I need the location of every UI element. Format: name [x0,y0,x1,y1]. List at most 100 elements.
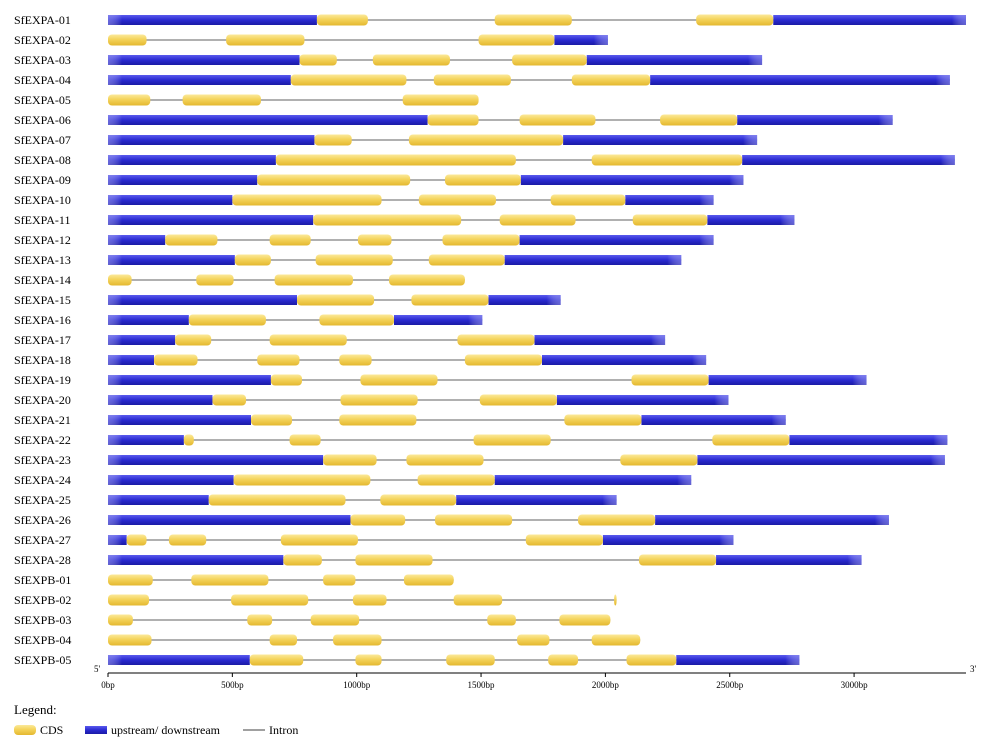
utr-region [108,235,166,245]
cds-exon [280,534,358,546]
cds-exon [512,54,587,66]
cds-exon [257,354,300,366]
utr-region [625,195,714,205]
cds-exon [233,474,371,486]
utr-region [394,315,483,325]
cds-exon [614,594,617,606]
utr-edge-shade [785,655,800,665]
gene-name-label: SfEXPA-20 [14,393,71,407]
gene-name-label: SfEXPA-10 [14,193,71,207]
utr-edge-shade [108,415,122,425]
cds-exon [591,154,743,166]
cds-exon [299,54,337,66]
cds-exon [270,374,302,386]
cds-exon [108,614,133,626]
cds-exon [571,74,651,86]
cds-exon [352,594,387,606]
utr-region [108,355,155,365]
gene-name-label: SfEXPA-16 [14,313,71,327]
utr-edge-shade [108,155,122,165]
utr-edge-shade [743,135,758,145]
gene-row: SfEXPA-27 [14,533,734,547]
gene-rows: SfEXPA-01 SfEXPA-02 SfEXPA-03 SfEXPA-04 SfEX… [14,13,966,667]
legend-item-cds: CDS [14,723,63,737]
cds-exon [251,414,293,426]
gene-name-label: SfEXPA-27 [14,533,71,547]
utr-region [108,435,184,445]
cds-exon [313,214,462,226]
gene-row: SfEXPB-01 [14,573,454,587]
cds-exon [453,594,503,606]
cds-exon [712,434,790,446]
gene-row: SfEXPA-23 [14,453,945,467]
gene-name-label: SfEXPA-07 [14,133,71,147]
cds-exon [188,314,266,326]
cds-exon [154,354,198,366]
gene-name-label: SfEXPB-05 [14,653,71,667]
utr-edge-shade [108,315,122,325]
gene-row: SfEXPA-04 [14,73,950,87]
utr-edge-shade [699,235,714,245]
cds-exon [339,414,417,426]
gene-row: SfEXPA-03 [14,53,763,67]
cds-exon [323,574,356,586]
gene-name-label: SfEXPA-19 [14,373,71,387]
utr-region [108,15,317,25]
cds-exon [548,654,579,666]
cds-exon [108,94,151,106]
legend: Legend: CDS upstream/ downstream Intron [14,702,298,737]
cds-exon [196,274,234,286]
utr-region [650,75,950,85]
cds-exon [408,134,564,146]
gene-name-label: SfEXPB-01 [14,573,71,587]
cds-exon [591,634,641,646]
cds-exon [208,494,346,506]
cds-exon [355,554,433,566]
utr-edge-shade [108,515,122,525]
cds-exon [269,634,298,646]
utr-edge-shade [108,495,122,505]
gene-row: SfEXPA-08 [14,153,955,167]
cds-exon [499,214,576,226]
gene-name-label: SfEXPA-24 [14,473,71,487]
gene-name-label: SfEXPA-28 [14,553,71,567]
gene-name-label: SfEXPA-13 [14,253,71,267]
utr-region [108,475,234,485]
cds-exon [165,234,218,246]
scale-axis: 0bp 500bp 1000bp 1500bp 2000bp 2500bp 3000bp 5'… [94,664,977,690]
gene-name-label: SfEXPA-18 [14,353,71,367]
utr-region [602,535,734,545]
gene-row: SfEXPA-14 [14,273,465,287]
utr-region [716,555,862,565]
cds-exon [479,394,557,406]
cds-exon [372,54,450,66]
gene-row: SfEXPA-15 [14,293,561,307]
cds-exon [442,234,520,246]
cds-exon [564,414,642,426]
cds-exon [417,474,495,486]
gene-name-label: SfEXPA-12 [14,233,71,247]
gene-row: SfEXPA-25 [14,493,617,507]
cds-exon [403,574,454,586]
utr-region [108,315,189,325]
gene-row: SfEXPA-28 [14,553,862,567]
cds-exon [696,14,774,26]
utr-edge-shade [108,455,122,465]
cds-exon [357,234,392,246]
legend-cds-swatch [14,725,36,735]
cds-exon [283,554,322,566]
utr-edge-shade [677,475,692,485]
utr-region [456,495,617,505]
utr-region [108,215,314,225]
utr-edge-shade [692,355,707,365]
cds-exon [319,314,394,326]
cds-exon [323,454,377,466]
cds-exon [550,194,626,206]
cds-exon [427,114,479,126]
cds-exon [350,514,406,526]
utr-region [108,135,315,145]
gene-row: SfEXPA-09 [14,173,744,187]
gene-row: SfEXPA-19 [14,373,867,387]
cds-exon [182,94,261,106]
